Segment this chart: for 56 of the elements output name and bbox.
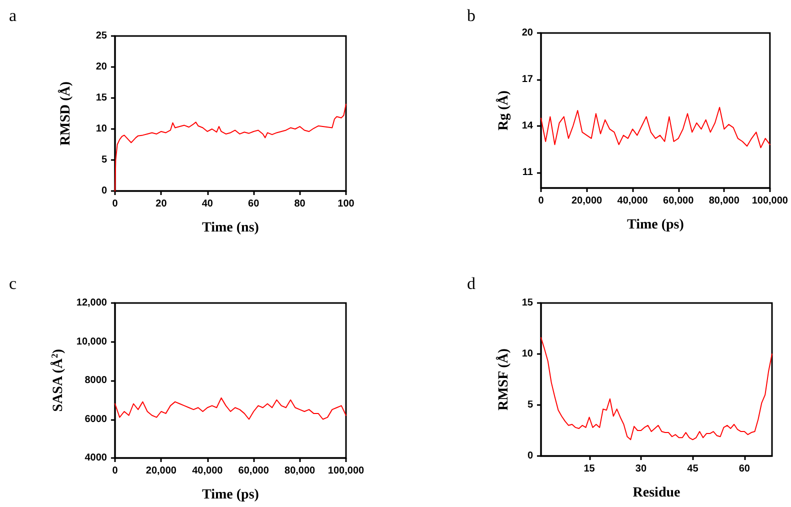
- x-tick-label: 100,000: [752, 196, 788, 206]
- y-tick-label: 5: [101, 154, 108, 166]
- x-tick-label: 30: [635, 464, 647, 474]
- x-tick-label: 40: [202, 198, 214, 210]
- x-axis-title: Residue: [632, 486, 680, 500]
- x-tick-label: 80: [294, 198, 306, 210]
- x-tick-label: 60: [248, 198, 260, 210]
- y-tick-label: 12,000: [76, 298, 108, 308]
- x-tick-label: 0: [112, 466, 118, 476]
- y-tick-label: 10,000: [76, 336, 108, 348]
- x-tick-label: 60,000: [238, 466, 270, 476]
- y-tick-label: 10: [522, 348, 534, 360]
- chart-title: c: [9, 274, 17, 293]
- y-tick-label: 8000: [84, 375, 108, 386]
- y-tick-label: 0: [527, 450, 534, 462]
- y-tick-label: 11: [522, 167, 534, 178]
- y-tick-label: 5: [527, 400, 534, 410]
- line-series: [540, 106, 770, 148]
- line-series: [540, 337, 772, 440]
- chart-title: d: [467, 274, 476, 293]
- x-axis-title: Time (ns): [202, 220, 260, 236]
- y-tick-label: 14: [522, 120, 534, 132]
- y-tick-label: 6000: [84, 414, 108, 425]
- x-tick-label: 100: [338, 198, 355, 210]
- y-tick-label: 15: [96, 92, 108, 104]
- y-axis-title: SASA (Å2): [50, 348, 66, 412]
- chart-title: b: [467, 6, 476, 25]
- x-tick-label: 20: [156, 198, 168, 210]
- x-tick-label: 45: [687, 464, 699, 474]
- y-tick-label: 4000: [84, 452, 108, 464]
- y-axis-title: RMSD (Å): [58, 81, 74, 146]
- x-axis-title: Time (ps): [202, 488, 260, 502]
- chart-title: a: [9, 6, 17, 25]
- y-tick-label: 20: [96, 62, 108, 72]
- x-tick-label: 80,000: [708, 196, 740, 206]
- y-axis-title: Rg (Å): [495, 90, 512, 131]
- x-tick-label: 20,000: [146, 466, 177, 476]
- x-tick-label: 40,000: [192, 466, 224, 476]
- y-tick-label: 10: [96, 124, 108, 134]
- x-axis-title: Time (ps): [627, 218, 684, 232]
- x-tick-label: 100,000: [328, 466, 365, 476]
- x-tick-label: 20,000: [571, 196, 603, 206]
- x-tick-label: 15: [584, 464, 596, 474]
- line-series: [114, 397, 346, 420]
- x-tick-label: 0: [538, 196, 544, 206]
- y-tick-label: 17: [522, 74, 534, 85]
- y-tick-label: 20: [522, 28, 534, 38]
- y-tick-label: 25: [96, 30, 108, 42]
- x-tick-label: 80,000: [284, 466, 316, 476]
- x-tick-label: 0: [112, 198, 118, 210]
- y-axis-title: RMSF (Å): [495, 348, 512, 411]
- x-tick-label: 40,000: [617, 196, 648, 206]
- y-tick-label: 0: [101, 186, 108, 196]
- y-tick-label: 15: [522, 298, 534, 308]
- x-tick-label: 60,000: [663, 196, 694, 206]
- x-tick-label: 60: [738, 464, 750, 474]
